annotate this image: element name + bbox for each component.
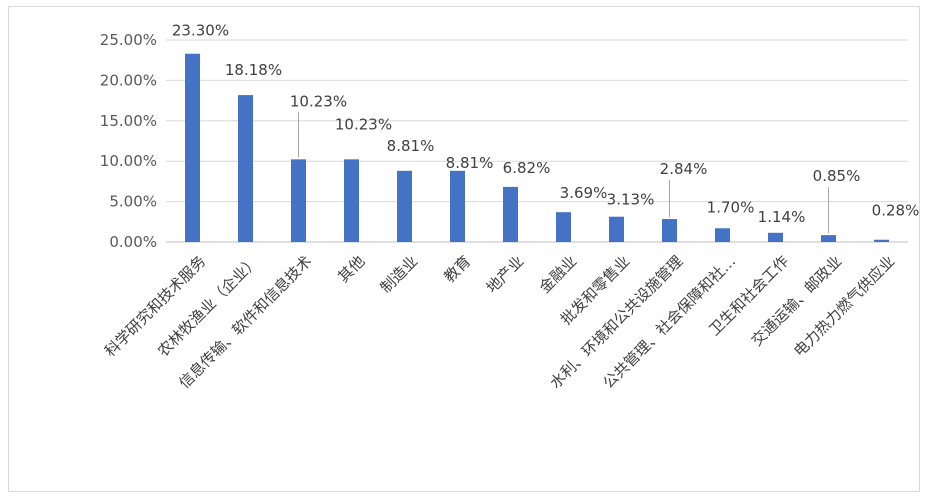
data-label: 1.14% [758, 208, 806, 226]
data-label: 3.13% [607, 191, 655, 209]
y-tick-label: 25.00% [100, 31, 157, 49]
bar [715, 228, 730, 242]
y-tick-label: 0.00% [109, 233, 157, 251]
bar [397, 170, 412, 242]
data-label: 8.81% [446, 154, 494, 172]
category-label: 教育 [440, 252, 474, 286]
y-tick-label: 20.00% [100, 71, 157, 89]
bar [291, 159, 306, 242]
bar [874, 239, 889, 242]
category-label: 交通运输、邮政业 [748, 252, 846, 350]
data-label: 3.69% [560, 184, 608, 202]
bar [768, 232, 783, 242]
data-label: 0.85% [813, 167, 861, 185]
data-label: 1.70% [707, 198, 755, 216]
y-tick-label: 15.00% [100, 112, 157, 130]
category-label: 科学研究和技术服务 [101, 252, 209, 360]
bar [821, 235, 836, 242]
category-label: 农林牧渔业（企业） [154, 252, 262, 360]
y-tick-label: 10.00% [100, 152, 157, 170]
data-label: 8.81% [387, 137, 435, 155]
bar [556, 212, 571, 242]
data-label: 23.30% [172, 22, 229, 40]
bar [185, 53, 200, 243]
category-label: 其他 [334, 252, 368, 286]
chart-frame [8, 6, 920, 492]
bar [609, 216, 624, 242]
data-label: 2.84% [660, 160, 708, 178]
data-label: 0.28% [872, 202, 920, 220]
category-label: 制造业 [377, 252, 422, 297]
category-label: 地产业 [483, 252, 528, 297]
data-label: 10.23% [335, 115, 392, 133]
bar [238, 95, 253, 243]
data-label: 6.82% [503, 159, 551, 177]
data-label: 18.18% [225, 61, 282, 79]
bar [344, 159, 359, 242]
data-label: 10.23% [290, 92, 347, 110]
y-tick-label: 5.00% [109, 193, 157, 211]
bar [662, 219, 677, 242]
bar [450, 170, 465, 242]
category-label: 电力热力燃气供应业 [790, 252, 898, 360]
bar [503, 186, 518, 242]
category-label: 金融业 [536, 252, 581, 297]
